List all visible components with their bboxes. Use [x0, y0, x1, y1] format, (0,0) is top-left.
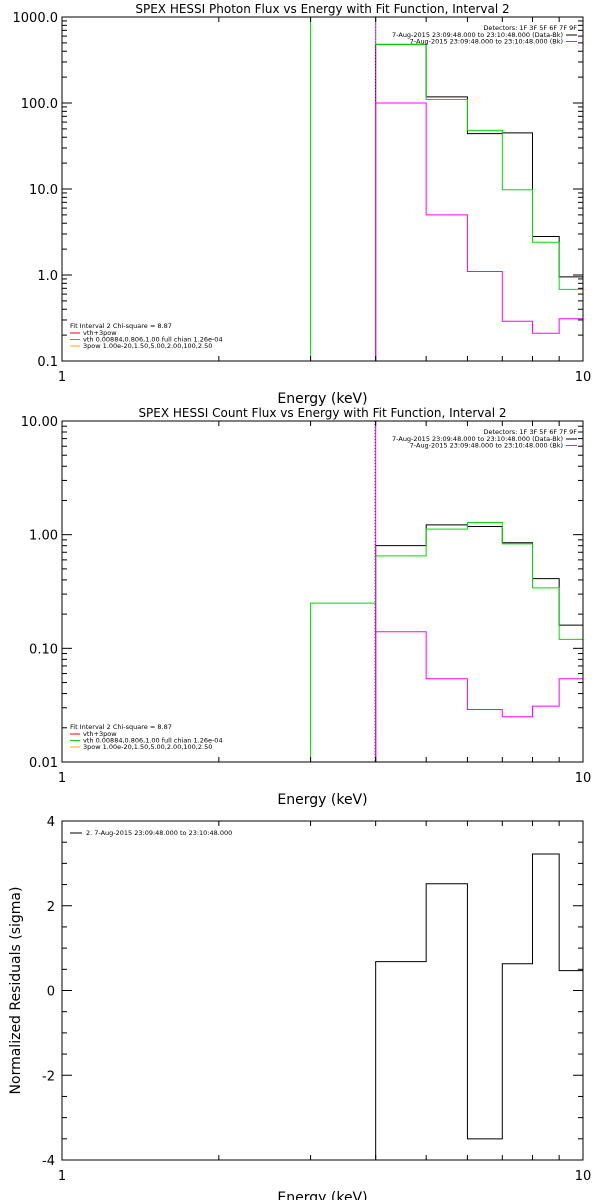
chart-1-fit-legend-header: Fit Interval 2 Chi-square = 8.87 [70, 322, 172, 330]
chart-2-y-tick-label: 1.00 [29, 529, 58, 544]
chart-3-x-tick-label: 10 [575, 1169, 592, 1184]
chart-2-legend-entry-label: 7-Aug-2015 23:09:48.000 to 23:10:48.000 … [410, 442, 563, 450]
chart-3-y-tick-label: 0 [47, 985, 55, 1000]
chart-2-frame [61, 420, 584, 763]
chart-2-y-tick-label: 0.01 [29, 756, 58, 771]
chart-1-y-tick-label: 100.0 [21, 97, 58, 112]
chart-2-plot [310, 421, 583, 762]
chart-3-x-tick-label: 1 [58, 1169, 66, 1184]
chart-1-y-tick-label: 0.1 [37, 355, 58, 370]
chart-2-fit-legend-label: vth 0.00884,0.806,1.00 full chian 1.26e-… [83, 737, 223, 745]
chart-2-x-tick-label: 1 [58, 771, 66, 786]
chart-3-y-tick-label: -2 [42, 1069, 55, 1084]
chart-1-legend-entry-label: 7-Aug-2015 23:09:48.000 to 23:10:48.000 … [410, 38, 563, 46]
chart-1-legend-entry-label: 7-Aug-2015 23:09:48.000 to 23:10:48.000 … [392, 31, 563, 39]
chart-1-title: SPEX HESSI Photon Flux vs Energy with Fi… [135, 2, 509, 16]
chart-2-legend-entry-label: 7-Aug-2015 23:09:48.000 to 23:10:48.000 … [392, 435, 563, 443]
chart-2-fit-legend-label: vth+3pow [83, 730, 117, 738]
chart-1-y-tick-label: 1.0 [37, 269, 58, 284]
chart-1-series-2-line [310, 17, 583, 361]
chart-1-fit-legend-label: vth+3pow [83, 329, 117, 337]
chart-2-fit-legend-header: Fit Interval 2 Chi-square = 8.87 [70, 723, 172, 731]
chart-2-x-tick-label: 10 [575, 771, 592, 786]
chart-2-series-2-line [310, 521, 583, 762]
chart-1-x-tick-label: 1 [58, 370, 66, 385]
chart-1-legend-header: Detectors: 1F 3F 5F 6F 7F 9F [483, 24, 577, 32]
chart-2-y-tick-label: 10.00 [21, 415, 58, 430]
chart-2-fit-legend-label: 3pow 1.00e-20,1.50,5.00,2.00,100,2.50 [83, 743, 212, 751]
chart-1-series-1-line [375, 43, 583, 361]
chart-1-series-3-line [375, 102, 583, 361]
chart-1-y-tick-label: 1000.0 [13, 11, 59, 26]
chart-3-frame [61, 820, 584, 1161]
chart-3-x-axis-label: Energy (keV) [277, 1190, 367, 1200]
chart-1-frame [61, 16, 584, 362]
chart-3-plot [375, 853, 583, 1160]
chart-3-y-tick-label: 4 [47, 815, 55, 830]
chart-2-title: SPEX HESSI Count Flux vs Energy with Fit… [138, 406, 506, 420]
chart-1-fit-legend-label: vth 0.00884,0.806,1.00 full chian 1.26e-… [83, 336, 223, 344]
chart-2-y-tick-label: 0.10 [29, 642, 58, 657]
chart-2-x-axis-label: Energy (keV) [277, 792, 367, 808]
chart-3-y-tick-label: 2 [47, 900, 55, 915]
chart-2-legend-header: Detectors: 1F 3F 5F 6F 7F 9F [483, 428, 577, 436]
chart-2-series-3-line [375, 631, 583, 762]
chart-1-x-axis-label: Energy (keV) [277, 391, 367, 407]
chart-2-series-1-line [375, 524, 583, 762]
chart-1-y-tick-label: 10.0 [29, 183, 58, 198]
chart-1-x-tick-label: 10 [575, 370, 592, 385]
chart-1-fit-legend-label: 3pow 1.00e-20,1.50,5.00,2.00,100,2.50 [83, 342, 212, 350]
chart-1-plot [310, 17, 583, 361]
chart-3-series-1-line [375, 853, 583, 1160]
chart-3-legend-entry-label: 2. 7-Aug-2015 23:09:48.000 to 23:10:48.0… [86, 829, 232, 837]
chart-3-y-tick-label: -4 [42, 1154, 55, 1169]
chart-3-y-axis-label: Normalized Residuals (sigma) [8, 887, 24, 1095]
